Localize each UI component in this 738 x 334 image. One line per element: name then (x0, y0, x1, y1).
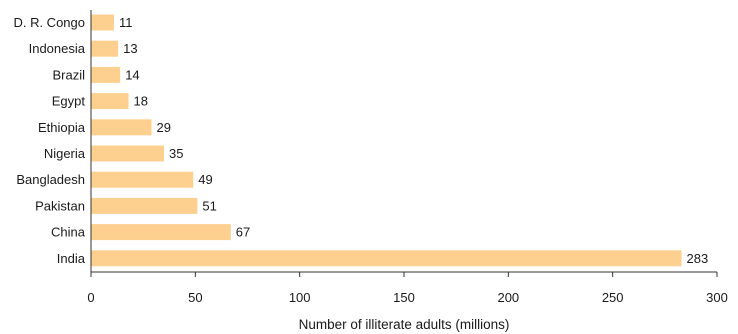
category-label: India (57, 251, 86, 266)
value-label: 49 (198, 172, 212, 187)
bar-egypt (91, 93, 129, 110)
category-label: China (51, 225, 86, 240)
category-labels-layer: D. R. Congo Indonesia Brazil Egypt Ethiopia N… (13, 15, 85, 266)
x-ticks-layer: 0 50 100 150 200 250 300 (87, 272, 728, 305)
bar-india (91, 250, 682, 267)
category-label: Brazil (52, 67, 85, 82)
value-label: 51 (202, 198, 216, 213)
bar-ethiopia (91, 119, 152, 136)
x-tick-label: 100 (289, 290, 311, 305)
value-label: 13 (123, 41, 137, 56)
category-label: Nigeria (44, 146, 86, 161)
bar-d-r-congo (91, 14, 114, 31)
value-label: 11 (119, 15, 133, 30)
x-tick-label: 200 (497, 290, 519, 305)
x-tick-label: 150 (393, 290, 415, 305)
x-tick-label: 50 (188, 290, 202, 305)
x-tick-label: 250 (602, 290, 624, 305)
bar-nigeria (91, 145, 165, 162)
category-label: Ethiopia (38, 120, 86, 135)
value-label: 29 (157, 120, 171, 135)
x-axis-title: Number of illiterate adults (millions) (299, 317, 510, 332)
x-tick-label: 300 (706, 290, 728, 305)
value-label: 35 (169, 146, 183, 161)
value-label: 283 (687, 251, 709, 266)
bars-layer (91, 14, 682, 267)
value-label: 67 (236, 225, 250, 240)
bar-china (91, 224, 231, 241)
value-label: 18 (134, 94, 148, 109)
bar-brazil (91, 66, 121, 83)
bar-pakistan (91, 197, 198, 214)
x-tick-label: 0 (87, 290, 94, 305)
category-label: Indonesia (29, 41, 86, 56)
bar-indonesia (91, 40, 119, 57)
bar-bangladesh (91, 171, 194, 188)
value-labels-layer: 11 13 14 18 29 35 49 51 67 283 (119, 15, 708, 266)
category-label: Bangladesh (16, 172, 85, 187)
category-label: Pakistan (35, 198, 85, 213)
category-label: Egypt (52, 94, 86, 109)
value-label: 14 (125, 67, 139, 82)
category-label: D. R. Congo (13, 15, 85, 30)
